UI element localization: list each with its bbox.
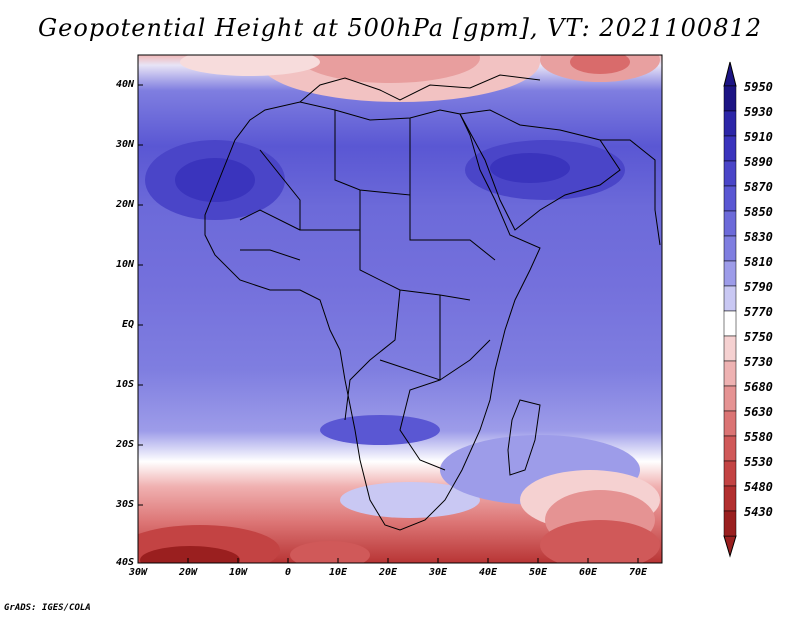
lon-label: 20E <box>378 567 398 578</box>
colorbar-label: 5850 <box>744 205 773 219</box>
colorbar-bottom-arrow <box>723 535 737 558</box>
colorbar-swatch <box>723 210 737 237</box>
colorbar-label: 5480 <box>744 480 773 494</box>
colorbar-swatch <box>723 260 737 287</box>
colorbar-label: 5730 <box>744 355 773 369</box>
lon-label: 30E <box>428 567 448 578</box>
lon-label: 70E <box>628 567 648 578</box>
colorbar-swatch <box>723 335 737 362</box>
colorbar-swatch <box>723 85 737 112</box>
lat-label: 20N <box>115 199 134 210</box>
colorbar-swatch <box>723 460 737 487</box>
lon-label: 30W <box>128 567 148 578</box>
lat-label: 30N <box>115 139 134 150</box>
coastlines <box>204 74 661 531</box>
lat-label: 20S <box>115 439 134 450</box>
colorbar <box>723 61 737 558</box>
lon-label: 10W <box>228 567 248 578</box>
colorbar-swatch <box>723 310 737 337</box>
colorbar-label: 5930 <box>744 105 773 119</box>
colorbar-label: 5910 <box>744 130 773 144</box>
colorbar-label: 5680 <box>744 380 773 394</box>
colorbar-label: 5790 <box>744 280 773 294</box>
lon-label: 40E <box>478 567 498 578</box>
colorbar-swatch <box>723 285 737 312</box>
colorbar-swatch <box>723 185 737 212</box>
colorbar-swatch <box>723 110 737 137</box>
axis-ticks <box>138 84 639 563</box>
colorbar-swatch <box>723 435 737 462</box>
colorbar-swatch <box>723 360 737 387</box>
colorbar-swatch <box>723 385 737 412</box>
colorbar-label: 5750 <box>744 330 773 344</box>
lat-label: 10N <box>115 259 134 270</box>
colorbar-label: 5830 <box>744 230 773 244</box>
lat-label: 40S <box>115 557 134 568</box>
lat-label: 40N <box>115 79 134 90</box>
colorbar-label: 5630 <box>744 405 773 419</box>
map-title: Geopotential Height at 500hPa [gpm], VT:… <box>38 14 762 42</box>
footer-credit: GrADS: IGES/COLA <box>4 603 91 613</box>
colorbar-swatch <box>723 510 737 537</box>
colorbar-label: 5770 <box>744 305 773 319</box>
lon-label: 10E <box>328 567 348 578</box>
colorbar-label: 5810 <box>744 255 773 269</box>
lat-label: 10S <box>115 379 134 390</box>
colorbar-swatch <box>723 410 737 437</box>
lon-label: 20W <box>178 567 198 578</box>
colorbar-swatch <box>723 485 737 512</box>
colorbar-label: 5890 <box>744 155 773 169</box>
height-field <box>138 55 662 563</box>
lat-label: 30S <box>115 499 134 510</box>
lon-label: 50E <box>528 567 548 578</box>
colorbar-swatch <box>723 235 737 262</box>
colorbar-label: 5870 <box>744 180 773 194</box>
map-frame <box>137 54 663 564</box>
colorbar-label: 5580 <box>744 430 773 444</box>
lat-label: EQ <box>121 319 134 330</box>
colorbar-label: 5530 <box>744 455 773 469</box>
colorbar-swatch <box>723 160 737 187</box>
lon-label: 60E <box>578 567 598 578</box>
colorbar-top-arrow <box>723 61 737 87</box>
colorbar-label: 5950 <box>744 80 773 94</box>
lon-label: 0 <box>284 567 292 578</box>
colorbar-label: 5430 <box>744 505 773 519</box>
colorbar-swatch <box>723 135 737 162</box>
